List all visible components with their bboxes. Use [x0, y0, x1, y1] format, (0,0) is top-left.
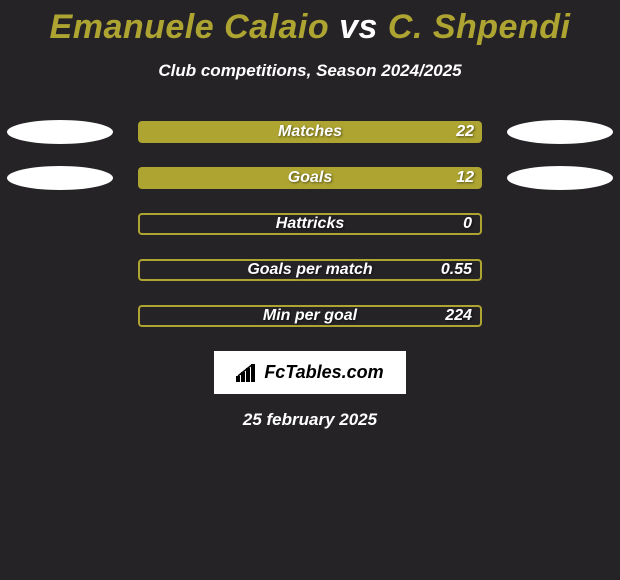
stat-row: Hattricks 0 — [0, 213, 620, 235]
right-ellipse — [507, 166, 613, 190]
stat-label: Goals per match — [247, 261, 372, 279]
player-right-name: C. Shpendi — [388, 8, 571, 46]
left-ellipse — [7, 120, 113, 144]
stat-value-right: 22 — [456, 123, 474, 141]
title-vs: vs — [339, 8, 378, 46]
stat-bar: Min per goal 224 — [138, 305, 482, 327]
stat-bar: Goals per match 0.55 — [138, 259, 482, 281]
stats-chart: Matches 22 Goals 12 Hattricks 0 Goals per matc… — [0, 121, 620, 327]
stat-label: Matches — [278, 123, 342, 141]
stat-row: Goals per match 0.55 — [0, 259, 620, 281]
subtitle: Club competitions, Season 2024/2025 — [158, 61, 461, 81]
stat-bar: Goals 12 — [138, 167, 482, 189]
date: 25 february 2025 — [243, 410, 377, 430]
page-title: Emanuele Calaio vs C. Shpendi — [50, 8, 571, 47]
bars-icon — [236, 364, 258, 382]
player-left-name: Emanuele Calaio — [50, 8, 330, 46]
stat-value-right: 12 — [456, 169, 474, 187]
stat-bar: Hattricks 0 — [138, 213, 482, 235]
stat-row: Min per goal 224 — [0, 305, 620, 327]
stat-bar: Matches 22 — [138, 121, 482, 143]
stat-row: Goals 12 — [0, 167, 620, 189]
page-root: Emanuele Calaio vs C. Shpendi Club compe… — [0, 0, 620, 580]
stat-row: Matches 22 — [0, 121, 620, 143]
left-ellipse — [7, 166, 113, 190]
right-ellipse — [507, 120, 613, 144]
brand-box: FcTables.com — [214, 351, 405, 394]
stat-label: Hattricks — [276, 215, 344, 233]
stat-label: Min per goal — [263, 307, 357, 325]
stat-value-right: 0.55 — [441, 261, 472, 279]
stat-value-right: 224 — [445, 307, 472, 325]
brand-text: FcTables.com — [264, 362, 383, 383]
stat-value-right: 0 — [463, 215, 472, 233]
stat-label: Goals — [288, 169, 332, 187]
